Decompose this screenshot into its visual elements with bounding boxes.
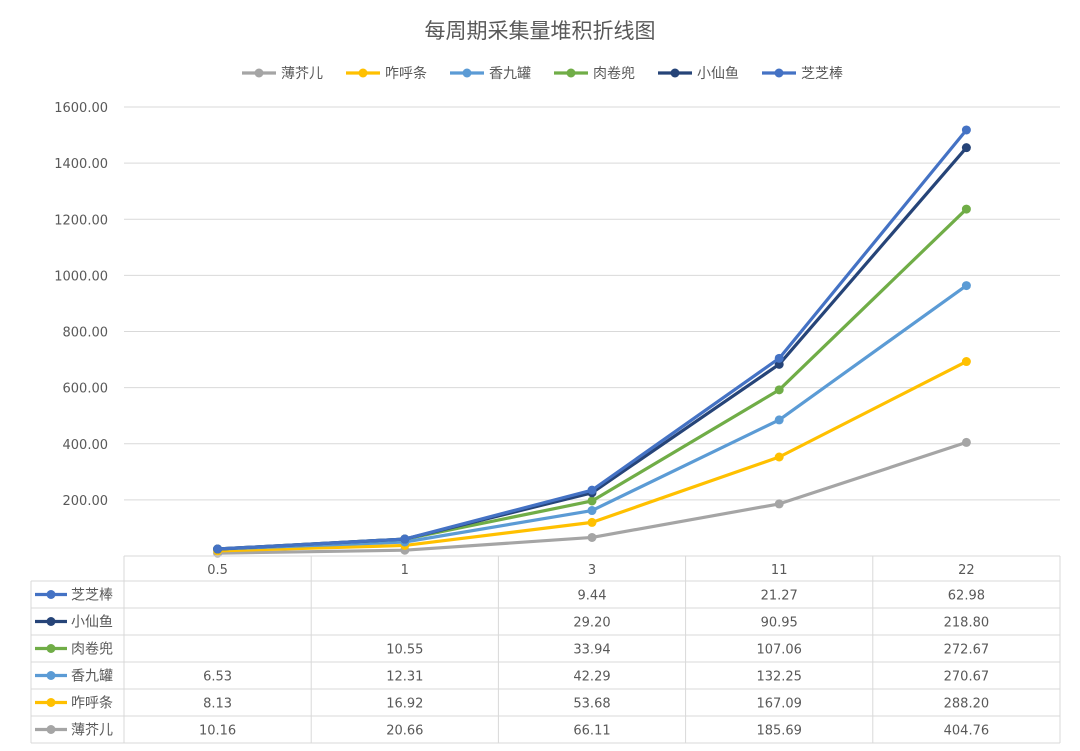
table-row-swatch-marker [46, 725, 56, 734]
data-label: 270.67 [944, 670, 990, 685]
data-label: 272.67 [944, 643, 990, 658]
data-point [774, 415, 784, 425]
data-label: 29.20 [573, 616, 610, 631]
data-point [961, 143, 971, 153]
data-point [587, 517, 597, 527]
data-label: 132.25 [756, 670, 802, 685]
table-row-swatch-marker [46, 671, 56, 680]
data-point [774, 499, 784, 509]
data-point [774, 385, 784, 395]
legend-item: 芝芝棒 [762, 66, 843, 82]
y-tick-label: 1000.00 [54, 269, 108, 284]
table-row: 肉卷兜 10.55 33.94 107.06 272.67 [35, 642, 989, 658]
legend-label: 咋呼条 [385, 65, 427, 82]
y-tick-label: 400.00 [63, 438, 109, 453]
legend-label: 香九罐 [489, 66, 531, 82]
x-tick-label: 22 [958, 563, 975, 578]
data-label: 33.94 [573, 643, 610, 658]
x-tick-label: 1 [401, 563, 409, 578]
data-label: 107.06 [756, 643, 802, 658]
table-row-label: 薄芥儿 [71, 723, 113, 739]
data-label: 167.09 [756, 697, 802, 712]
series-lines [213, 125, 971, 558]
chart-title: 每周期采集量堆积折线图 [425, 19, 656, 43]
y-axis: 200.00 400.00 600.00 800.00 1000.00 1200.00 14… [54, 101, 108, 509]
data-label: 288.20 [944, 697, 990, 712]
data-label: 185.69 [756, 724, 802, 739]
data-label: 218.80 [944, 616, 990, 631]
data-point [213, 544, 223, 554]
data-point [961, 125, 971, 135]
table-row-label: 芝芝棒 [71, 588, 113, 604]
data-label: 66.11 [573, 724, 610, 739]
table-row-swatch-marker [46, 590, 56, 599]
data-label: 9.44 [578, 589, 607, 604]
data-label: 16.92 [386, 697, 423, 712]
legend-label: 芝芝棒 [801, 66, 843, 82]
table-row-label: 肉卷兜 [71, 642, 113, 658]
legend-swatch-marker [670, 68, 680, 78]
data-point [961, 204, 971, 214]
table-row-label: 咋呼条 [71, 695, 113, 712]
data-label: 53.68 [573, 697, 610, 712]
y-tick-label: 1600.00 [54, 101, 108, 116]
legend: 薄芥儿 咋呼条 香九罐 肉卷兜 小仙鱼 芝芝棒 [242, 65, 843, 82]
y-tick-label: 800.00 [63, 326, 109, 341]
data-point [587, 506, 597, 516]
table-row: 咋呼条 8.13 16.92 53.68 167.09 288.20 [35, 695, 989, 712]
x-tick-label: 11 [771, 563, 788, 578]
table-row: 香九罐 6.53 12.31 42.29 132.25 270.67 [35, 669, 989, 685]
data-label: 21.27 [761, 589, 798, 604]
table-row: 薄芥儿 10.16 20.66 66.11 185.69 404.76 [35, 723, 989, 739]
legend-label: 薄芥儿 [281, 66, 323, 82]
legend-item: 咋呼条 [346, 65, 427, 82]
x-tick-label: 3 [588, 563, 596, 578]
table-row-swatch-marker [46, 617, 56, 626]
legend-item: 肉卷兜 [554, 66, 635, 82]
y-tick-label: 1200.00 [54, 213, 108, 228]
data-label: 20.66 [386, 724, 423, 739]
data-point [961, 357, 971, 367]
gridlines [124, 106, 1060, 501]
table-row: 芝芝棒 9.44 21.27 62.98 [35, 588, 985, 604]
legend-item: 香九罐 [450, 66, 531, 82]
data-label: 404.76 [944, 724, 990, 739]
data-label: 8.13 [203, 697, 232, 712]
table-row-label: 小仙鱼 [71, 614, 113, 631]
legend-swatch-marker [566, 68, 576, 78]
data-point [400, 534, 410, 544]
legend-swatch-marker [462, 68, 472, 78]
legend-swatch-marker [774, 68, 784, 78]
table-row-swatch-marker [46, 698, 56, 707]
data-label: 12.31 [386, 670, 423, 685]
x-tick-label: 0.5 [207, 563, 228, 578]
table-row: 小仙鱼 29.20 90.95 218.80 [35, 614, 989, 631]
legend-item: 薄芥儿 [242, 66, 323, 82]
data-point [774, 353, 784, 363]
data-label: 90.95 [761, 616, 798, 631]
data-point [961, 281, 971, 291]
legend-label: 小仙鱼 [697, 65, 739, 82]
legend-swatch-marker [254, 68, 264, 78]
data-label: 10.55 [386, 643, 423, 658]
table-row-label: 香九罐 [71, 669, 113, 685]
legend-swatch-marker [358, 68, 368, 78]
data-label: 10.16 [199, 724, 236, 739]
data-label: 62.98 [948, 589, 985, 604]
y-tick-label: 600.00 [63, 382, 109, 397]
data-point [961, 437, 971, 447]
table-row-swatch-marker [46, 644, 56, 653]
data-point [587, 496, 597, 506]
data-point [774, 452, 784, 462]
legend-label: 肉卷兜 [593, 66, 635, 82]
legend-item: 小仙鱼 [658, 65, 739, 82]
data-label: 42.29 [573, 670, 610, 685]
y-tick-label: 1400.00 [54, 157, 108, 172]
data-label: 6.53 [203, 670, 232, 685]
data-table: 0.5 1 3 11 22 芝芝棒 9.44 21.27 62.98 小仙鱼 29.20 90.95 2… [30, 555, 1061, 744]
data-point [587, 532, 597, 542]
y-tick-label: 200.00 [63, 494, 109, 509]
data-point [587, 485, 597, 495]
